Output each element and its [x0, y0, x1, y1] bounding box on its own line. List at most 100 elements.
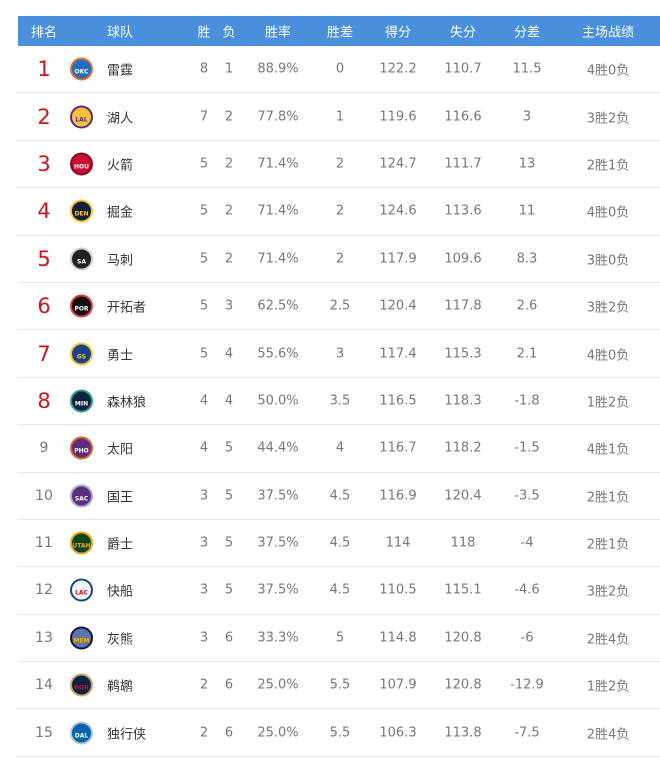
team-name[interactable]: 湖人 — [107, 111, 134, 127]
team-abbr: SAC — [74, 495, 89, 503]
losses-cell: 5 — [224, 535, 234, 551]
home-record-cell: 4胜0负 — [586, 205, 630, 221]
win-pct-cell: 25.0% — [257, 677, 299, 693]
home-record-cell: 4胜0负 — [586, 63, 630, 79]
team-name[interactable]: 国王 — [107, 490, 134, 506]
table-row[interactable]: 13 3 6 33.3% 5 114.8 120.8 -6 2胜4负 MEM 灰熊 — [18, 615, 660, 663]
table-row[interactable]: 14 2 6 25.0% 5.5 107.9 120.8 -12.9 1胜2负 NOR 鹈鹕 — [18, 662, 660, 710]
win-pct-cell: 55.6% — [257, 346, 299, 362]
diff-cell: 13 — [518, 156, 536, 172]
team-name[interactable]: 掘金 — [107, 205, 134, 221]
rank-cell: 7 — [37, 341, 51, 366]
wins-cell: 5 — [199, 298, 209, 314]
games-behind-cell: 3.5 — [329, 393, 351, 409]
games-behind-cell: 4.5 — [329, 535, 351, 551]
losses-cell: 2 — [224, 156, 234, 172]
wins-cell: 5 — [199, 251, 209, 267]
team-name[interactable]: 爵士 — [107, 537, 134, 553]
home-record-cell: 2胜1负 — [586, 537, 630, 553]
diff-cell: -1.5 — [514, 440, 540, 456]
team-logo: DAL — [70, 721, 93, 745]
team-logo: PHO — [70, 436, 93, 460]
games-behind-cell: 2 — [335, 203, 345, 219]
opp-points-cell: 120.4 — [444, 488, 482, 504]
header-team: 球队 — [106, 25, 134, 41]
wins-cell: 3 — [199, 582, 209, 598]
table-row[interactable]: 10 3 5 37.5% 4.5 116.9 120.4 -3.5 2胜1负 SAC 国王 — [18, 473, 660, 520]
opp-points-cell: 115.3 — [444, 346, 482, 362]
points-cell: 117.9 — [379, 251, 417, 267]
losses-cell: 2 — [224, 109, 234, 125]
table-row[interactable]: 9 4 5 44.4% 4 116.7 118.2 -1.5 4胜1负 PHO 太阳 — [18, 425, 660, 473]
header-diff: 分差 — [513, 25, 541, 41]
team-name[interactable]: 灰熊 — [107, 632, 134, 648]
team-name[interactable]: 快船 — [107, 584, 134, 600]
header-wins: 胜 — [197, 25, 211, 41]
diff-cell: -4.6 — [514, 582, 540, 598]
diff-cell: -12.9 — [510, 677, 544, 693]
games-behind-cell: 3 — [335, 346, 345, 362]
opp-points-cell: 118.3 — [444, 393, 482, 409]
rank-cell: 15 — [35, 724, 53, 741]
home-record-cell: 3胜2负 — [586, 300, 630, 316]
team-abbr: OKC — [74, 68, 89, 76]
rank-cell: 11 — [35, 535, 53, 552]
points-cell: 120.4 — [379, 298, 417, 314]
points-cell: 107.9 — [379, 677, 417, 693]
wins-cell: 7 — [199, 109, 209, 125]
table-row[interactable]: 7 5 4 55.6% 3 117.4 115.3 2.1 4胜0负 GS 勇士 — [18, 330, 660, 378]
diff-cell: 2.6 — [516, 298, 538, 314]
team-name[interactable]: 太阳 — [107, 442, 134, 458]
opp-points-cell: 113.8 — [444, 725, 482, 741]
team-logo: MEM — [70, 626, 93, 650]
home-record-cell: 4胜1负 — [586, 442, 630, 458]
games-behind-cell: 0 — [335, 61, 345, 77]
table-row[interactable]: 5 5 2 71.4% 2 117.9 109.6 8.3 3胜0负 SA 马刺 — [18, 236, 660, 283]
table-row[interactable]: 3 5 2 71.4% 2 124.7 111.7 13 2胜1负 HOU 火箭 — [18, 141, 660, 189]
team-name[interactable]: 森林狼 — [107, 395, 147, 411]
team-abbr: HOU — [74, 163, 89, 171]
team-name[interactable]: 鹈鹕 — [107, 679, 134, 695]
win-pct-cell: 37.5% — [257, 488, 299, 504]
table-row[interactable]: 4 5 2 71.4% 2 124.6 113.6 11 4胜0负 DEN 掘金 — [18, 188, 660, 236]
team-logo: DEN — [70, 199, 93, 223]
win-pct-cell: 71.4% — [257, 203, 299, 219]
team-logo: GS — [70, 342, 93, 366]
wins-cell: 2 — [199, 725, 209, 741]
team-name[interactable]: 开拓者 — [107, 300, 147, 316]
rank-cell: 9 — [39, 440, 49, 457]
team-logo: MIN — [70, 389, 93, 413]
table-row[interactable]: 12 3 5 37.5% 4.5 110.5 115.1 -4.6 3胜2负 LAC 快船 — [18, 567, 660, 615]
games-behind-cell: 5.5 — [329, 677, 351, 693]
table-row[interactable]: 8 4 4 50.0% 3.5 116.5 118.3 -1.8 1胜2负 MIN 森林狼 — [18, 378, 660, 426]
table-row[interactable]: 2 7 2 77.8% 1 119.6 116.6 3 3胜2负 LAL 湖人 — [18, 93, 660, 141]
table-row[interactable]: 15 2 6 25.0% 5.5 106.3 113.8 -7.5 2胜4负 DAL 独行侠 — [18, 709, 660, 757]
rank-cell: 8 — [37, 388, 51, 413]
team-name[interactable]: 勇士 — [107, 348, 134, 364]
table-row[interactable]: 6 5 3 62.5% 2.5 120.4 117.8 2.6 3胜2负 POR 开拓者 — [18, 283, 660, 331]
points-cell: 110.5 — [379, 582, 417, 598]
wins-cell: 8 — [199, 61, 209, 77]
diff-cell: 8.3 — [516, 251, 538, 267]
table-row[interactable]: 1 8 1 88.9% 0 122.2 110.7 11.5 4胜0负 OKC 雷霆 — [18, 46, 660, 94]
points-cell: 122.2 — [379, 61, 417, 77]
team-name[interactable]: 马刺 — [107, 253, 134, 269]
wins-cell: 3 — [199, 535, 209, 551]
diff-cell: 11.5 — [512, 61, 542, 77]
header-rank: 排名 — [30, 25, 58, 41]
team-abbr: LAL — [75, 116, 88, 124]
table-row[interactable]: 11 3 5 37.5% 4.5 114 118 -4 2胜1负 UTAH 爵士 — [18, 520, 660, 568]
home-record-cell: 1胜2负 — [586, 679, 630, 695]
rank-cell: 3 — [37, 151, 51, 176]
diff-cell: -4 — [520, 535, 534, 551]
team-name[interactable]: 独行侠 — [107, 727, 147, 743]
points-cell: 116.9 — [379, 488, 417, 504]
win-pct-cell: 71.4% — [257, 156, 299, 172]
losses-cell: 1 — [224, 61, 234, 77]
losses-cell: 6 — [224, 630, 234, 646]
team-name[interactable]: 雷霆 — [107, 63, 134, 79]
home-record-cell: 4胜0负 — [586, 348, 630, 364]
team-name[interactable]: 火箭 — [107, 158, 134, 174]
win-pct-cell: 88.9% — [257, 61, 299, 77]
diff-cell: -1.8 — [514, 393, 540, 409]
